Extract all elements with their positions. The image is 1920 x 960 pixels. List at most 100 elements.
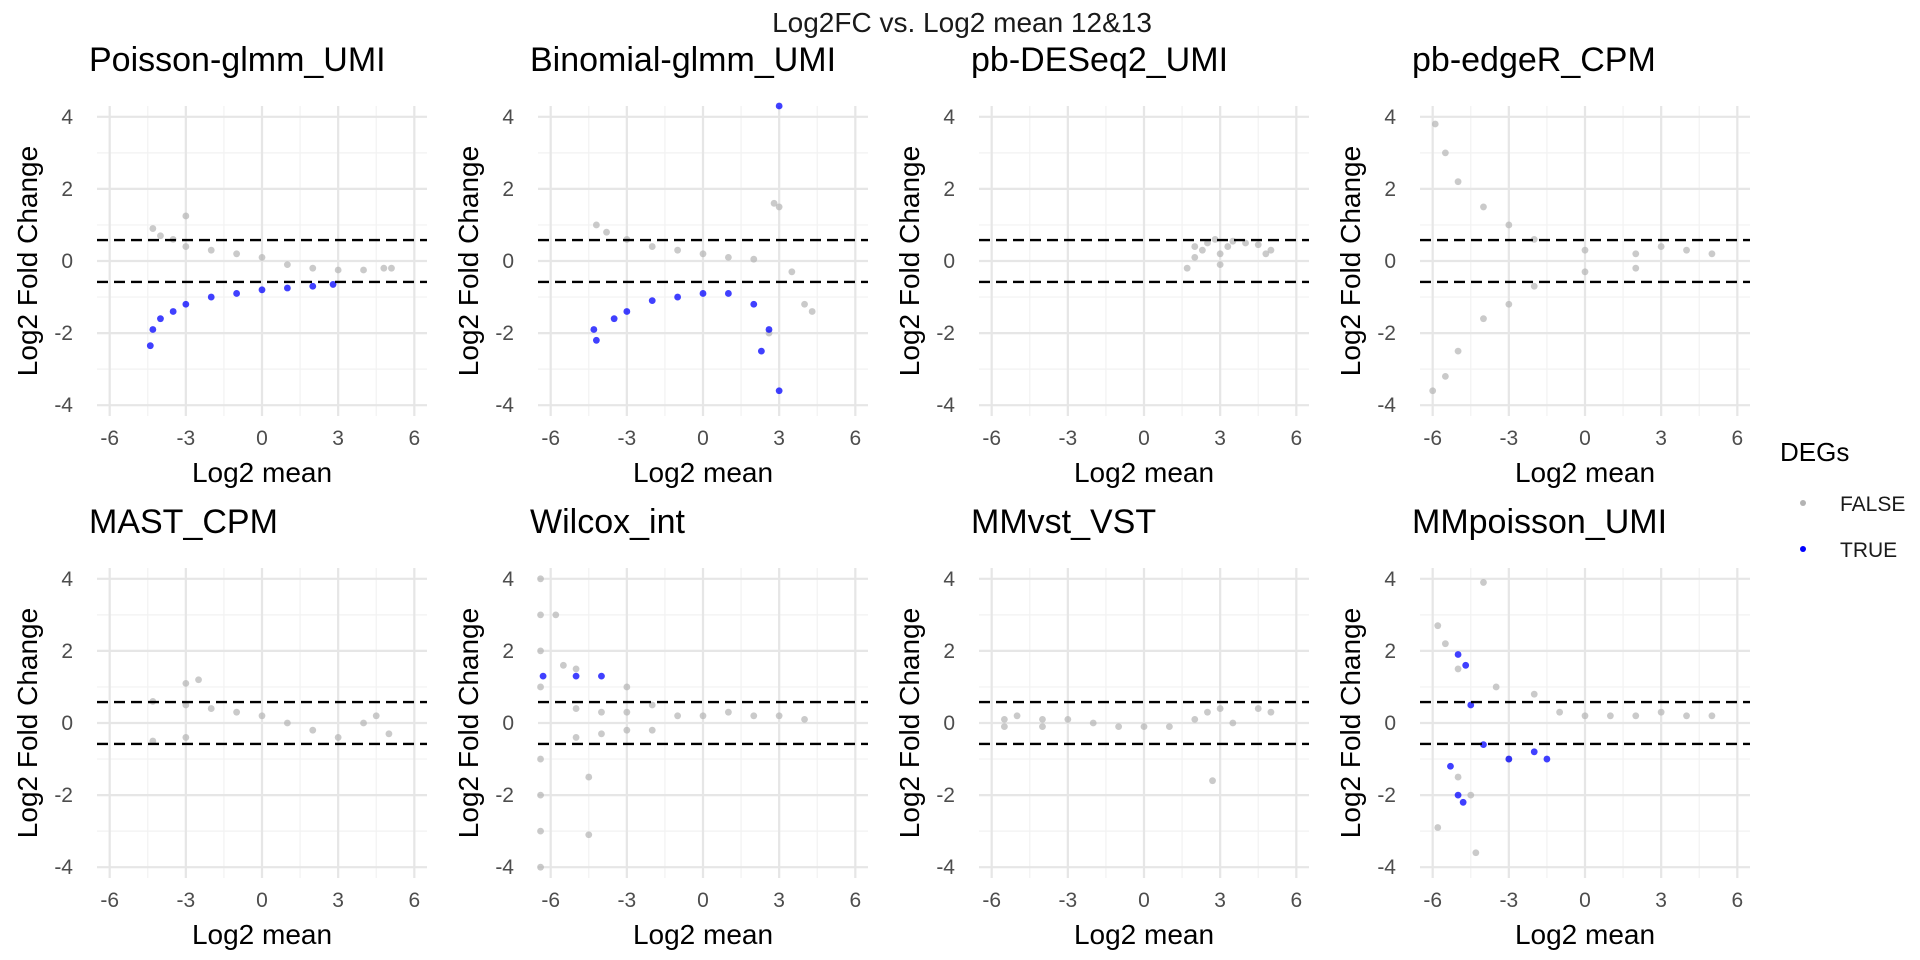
- y-tick-label: -2: [54, 784, 73, 807]
- legend-label-false: FALSE: [1840, 493, 1905, 516]
- panel-7: -6 -3 0 3 6 -4 -2 0 2 4 MMvst_VST Log2 mean Log2 Fol…: [894, 503, 1309, 950]
- data-point: [775, 712, 783, 720]
- data-point: [388, 264, 395, 272]
- data-point: [1454, 178, 1462, 186]
- data-point: [1262, 250, 1270, 258]
- data-point: [537, 611, 544, 619]
- data-point: [1064, 715, 1072, 723]
- series-true: [1447, 651, 1551, 806]
- data-point: [572, 665, 580, 673]
- data-point: [788, 268, 796, 276]
- data-point: [770, 199, 778, 207]
- panel-title: pb-edgeR_CPM: [1412, 41, 1656, 79]
- data-point: [258, 712, 266, 720]
- data-point: [757, 347, 765, 355]
- data-point: [537, 683, 544, 691]
- data-point: [309, 264, 317, 272]
- data-point: [1039, 723, 1046, 731]
- data-point: [598, 672, 605, 680]
- data-point: [1267, 246, 1275, 254]
- data-point: [1229, 719, 1237, 727]
- series-false: [149, 676, 393, 745]
- data-point: [674, 293, 682, 301]
- data-point: [775, 203, 783, 211]
- legend-key-false: [1800, 500, 1806, 506]
- data-point: [1191, 253, 1199, 261]
- data-point: [623, 308, 631, 315]
- data-point: [1683, 246, 1690, 254]
- y-axis-label: Log2 Fold Change: [12, 608, 43, 838]
- y-tick-label: 4: [61, 106, 73, 129]
- figure-title: Log2FC vs. Log2 mean 12&13: [772, 7, 1152, 38]
- data-point: [372, 712, 380, 720]
- data-point: [572, 672, 580, 680]
- y-tick-label: 2: [943, 178, 955, 201]
- data-point: [1543, 755, 1551, 763]
- data-point: [648, 726, 656, 734]
- x-tick-label: 6: [1290, 427, 1302, 450]
- data-point: [1530, 748, 1538, 756]
- x-axis-label: Log2 mean: [1515, 457, 1655, 488]
- x-axis-label: Log2 mean: [1515, 919, 1655, 950]
- data-point: [603, 228, 610, 236]
- data-point: [724, 290, 732, 297]
- y-tick-label: -4: [1377, 856, 1396, 879]
- data-point: [801, 715, 808, 723]
- data-point: [146, 342, 154, 350]
- data-point: [1467, 791, 1475, 799]
- data-point: [233, 708, 241, 716]
- legend: DEGs FALSE TRUE: [1780, 437, 1905, 562]
- x-tick-label: 3: [332, 889, 344, 912]
- y-tick-label: 0: [61, 250, 73, 273]
- data-point: [283, 261, 291, 269]
- data-point: [149, 326, 157, 333]
- data-point: [380, 264, 388, 272]
- data-point: [1191, 715, 1199, 723]
- panel-1: -6 -3 0 3 6 -4 -2 0 2 4 Poisson-glmm_UMI Log2 mean L…: [12, 41, 427, 488]
- data-point: [334, 734, 342, 741]
- data-point: [1556, 708, 1564, 716]
- y-tick-label: -4: [495, 394, 514, 417]
- data-point: [623, 683, 631, 691]
- data-point: [1454, 651, 1462, 658]
- x-axis-label: Log2 mean: [633, 919, 773, 950]
- data-point: [1454, 791, 1462, 799]
- data-point: [1000, 723, 1008, 731]
- data-point: [334, 266, 342, 274]
- x-tick-label: 6: [1290, 889, 1302, 912]
- data-point: [1492, 683, 1500, 691]
- x-tick-label: -3: [1059, 427, 1078, 450]
- y-tick-label: 0: [61, 712, 73, 735]
- x-tick-label: 0: [256, 889, 268, 912]
- data-point: [1204, 708, 1211, 716]
- data-point: [1434, 824, 1442, 831]
- data-point: [360, 266, 367, 274]
- data-point: [1606, 712, 1614, 720]
- y-tick-label: 2: [61, 178, 73, 201]
- data-point: [1165, 723, 1173, 731]
- data-point: [572, 705, 580, 712]
- data-point: [1191, 243, 1199, 250]
- data-point: [1708, 712, 1716, 720]
- x-tick-label: -6: [100, 427, 119, 450]
- data-point: [1000, 715, 1008, 723]
- y-tick-label: -4: [936, 856, 955, 879]
- facet-panels: -6 -3 0 3 6 -4 -2 0 2 4 Poisson-glmm_UMI Log2 mean L…: [12, 41, 1750, 950]
- data-point: [623, 708, 631, 716]
- y-axis-label: Log2 Fold Change: [453, 608, 484, 838]
- y-tick-label: -4: [54, 856, 73, 879]
- data-point: [385, 730, 393, 738]
- panel-title: Wilcox_int: [530, 503, 685, 541]
- data-point: [750, 255, 758, 263]
- x-tick-label: 3: [332, 427, 344, 450]
- data-point: [537, 791, 544, 799]
- x-axis-label: Log2 mean: [192, 919, 332, 950]
- data-point: [233, 250, 241, 258]
- data-point: [1013, 712, 1021, 720]
- data-point: [1581, 268, 1589, 276]
- x-tick-label: 6: [1731, 427, 1743, 450]
- y-tick-label: 4: [502, 106, 514, 129]
- data-point: [1211, 235, 1219, 243]
- data-point: [775, 102, 783, 110]
